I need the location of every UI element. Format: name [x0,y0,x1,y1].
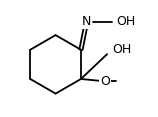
Text: OH: OH [116,15,135,28]
Text: OH: OH [112,43,131,56]
Text: O: O [100,75,110,88]
Text: N: N [82,15,91,28]
